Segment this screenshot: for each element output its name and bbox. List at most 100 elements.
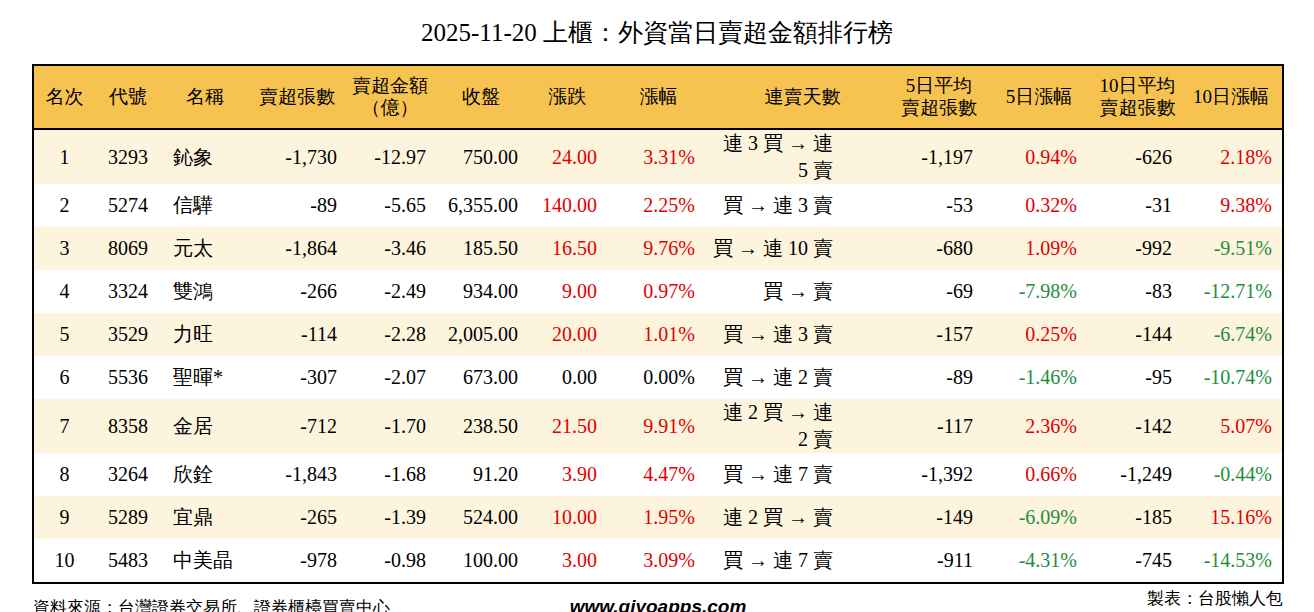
cell-sell-volume: -1,843	[249, 453, 345, 496]
cell-rank: 8	[33, 453, 95, 496]
footer: 資料來源：台灣證券交易所、證券櫃檯買賣中心 www.qiyoapps.com 製…	[33, 584, 1283, 612]
cell-pct10: -9.51%	[1180, 227, 1283, 270]
cell-avg10-volume: -95	[1095, 356, 1180, 399]
table-row: 25274信驊-89-5.656,355.00140.002.25%買 → 連 …	[33, 184, 1283, 227]
cell-sell-volume: -265	[249, 496, 345, 539]
cell-sell-amount: -1.70	[345, 399, 435, 453]
cell-rank: 9	[33, 496, 95, 539]
cell-code: 5274	[95, 184, 161, 227]
cell-code: 8358	[95, 399, 161, 453]
cell-name: 力旺	[161, 313, 249, 356]
cell-avg10-volume: -992	[1095, 227, 1180, 270]
header-change-pct: 漲幅	[607, 65, 710, 129]
cell-avg5-volume: -157	[895, 313, 983, 356]
cell-streak: 連 2 買 → 賣	[710, 496, 895, 539]
cell-close: 185.50	[435, 227, 527, 270]
cell-change: 10.00	[527, 496, 607, 539]
table-row: 53529力旺-114-2.282,005.0020.001.01%買 → 連 …	[33, 313, 1283, 356]
cell-avg10-volume: -745	[1095, 539, 1180, 583]
table-row: 105483中美晶-978-0.98100.003.003.09%買 → 連 7…	[33, 539, 1283, 583]
cell-streak: 買 → 連 7 賣	[710, 453, 895, 496]
cell-change-pct: 4.47%	[607, 453, 710, 496]
header-code: 代號	[95, 65, 161, 129]
cell-name: 雙鴻	[161, 270, 249, 313]
cell-avg5-volume: -680	[895, 227, 983, 270]
cell-change: 24.00	[527, 129, 607, 184]
author: 製表：台股懶人包	[1055, 586, 1283, 612]
cell-change-pct: 9.76%	[607, 227, 710, 270]
cell-change-pct: 1.01%	[607, 313, 710, 356]
cell-sell-volume: -712	[249, 399, 345, 453]
cell-code: 3529	[95, 313, 161, 356]
cell-avg5-volume: -911	[895, 539, 983, 583]
cell-sell-amount: -12.97	[345, 129, 435, 184]
cell-avg5-volume: -149	[895, 496, 983, 539]
header-avg5-volume: 5日平均 賣超張數	[895, 65, 983, 129]
cell-streak: 買 → 連 3 賣	[710, 184, 895, 227]
table-row: 95289宜鼎-265-1.39524.0010.001.95%連 2 買 → …	[33, 496, 1283, 539]
page-title: 2025-11-20 上櫃：外資當日賣超金額排行榜	[0, 18, 1314, 48]
cell-pct10: 5.07%	[1180, 399, 1283, 453]
header-pct5: 5日漲幅	[983, 65, 1095, 129]
header-sell-volume: 賣超張數	[249, 65, 345, 129]
table-row: 13293鈊象-1,730-12.97750.0024.003.31%連 3 買…	[33, 129, 1283, 184]
cell-sell-volume: -266	[249, 270, 345, 313]
cell-pct10: -0.44%	[1180, 453, 1283, 496]
cell-change: 140.00	[527, 184, 607, 227]
cell-pct5: -1.46%	[983, 356, 1095, 399]
cell-sell-amount: -2.28	[345, 313, 435, 356]
cell-change-pct: 0.97%	[607, 270, 710, 313]
cell-close: 750.00	[435, 129, 527, 184]
ranking-table: 名次 代號 名稱 賣超張數 賣超金額 （億） 收盤 漲跌 漲幅 連賣天數 5日平…	[32, 64, 1284, 584]
credits: 製表：台股懶人包 製表時間：2025-11-20 16:57:41	[1055, 586, 1283, 612]
cell-sell-volume: -1,864	[249, 227, 345, 270]
cell-pct10: 15.16%	[1180, 496, 1283, 539]
cell-sell-amount: -3.46	[345, 227, 435, 270]
table-row: 83264欣銓-1,843-1.6891.203.904.47%買 → 連 7 …	[33, 453, 1283, 496]
cell-pct5: -7.98%	[983, 270, 1095, 313]
cell-sell-amount: -2.07	[345, 356, 435, 399]
cell-streak: 買 → 連 7 賣	[710, 539, 895, 583]
table-row: 38069元太-1,864-3.46185.5016.509.76%買 → 連 …	[33, 227, 1283, 270]
cell-code: 5289	[95, 496, 161, 539]
cell-code: 8069	[95, 227, 161, 270]
table-row: 65536聖暉*-307-2.07673.000.000.00%買 → 連 2 …	[33, 356, 1283, 399]
cell-code: 5483	[95, 539, 161, 583]
cell-avg10-volume: -83	[1095, 270, 1180, 313]
cell-sell-volume: -114	[249, 313, 345, 356]
cell-pct10: 2.18%	[1180, 129, 1283, 184]
cell-sell-amount: -5.65	[345, 184, 435, 227]
cell-sell-amount: -1.39	[345, 496, 435, 539]
cell-close: 238.50	[435, 399, 527, 453]
cell-avg10-volume: -1,249	[1095, 453, 1180, 496]
cell-pct5: 2.36%	[983, 399, 1095, 453]
table-row: 78358金居-712-1.70238.5021.509.91%連 2 買 → …	[33, 399, 1283, 453]
cell-change: 20.00	[527, 313, 607, 356]
cell-close: 6,355.00	[435, 184, 527, 227]
cell-name: 金居	[161, 399, 249, 453]
cell-name: 宜鼎	[161, 496, 249, 539]
cell-pct10: -12.71%	[1180, 270, 1283, 313]
cell-pct10: 9.38%	[1180, 184, 1283, 227]
cell-rank: 3	[33, 227, 95, 270]
cell-streak: 連 2 買 → 連 2 賣	[710, 399, 895, 453]
cell-rank: 10	[33, 539, 95, 583]
cell-name: 元太	[161, 227, 249, 270]
cell-change-pct: 3.31%	[607, 129, 710, 184]
cell-change-pct: 3.09%	[607, 539, 710, 583]
cell-avg5-volume: -1,197	[895, 129, 983, 184]
cell-change-pct: 2.25%	[607, 184, 710, 227]
cell-pct5: 0.25%	[983, 313, 1095, 356]
cell-name: 鈊象	[161, 129, 249, 184]
cell-sell-amount: -1.68	[345, 453, 435, 496]
cell-pct5: 0.66%	[983, 453, 1095, 496]
cell-rank: 1	[33, 129, 95, 184]
cell-name: 聖暉*	[161, 356, 249, 399]
header-rank: 名次	[33, 65, 95, 129]
cell-avg5-volume: -117	[895, 399, 983, 453]
header-close: 收盤	[435, 65, 527, 129]
cell-change: 0.00	[527, 356, 607, 399]
cell-pct10: -14.53%	[1180, 539, 1283, 583]
cell-close: 91.20	[435, 453, 527, 496]
cell-name: 欣銓	[161, 453, 249, 496]
